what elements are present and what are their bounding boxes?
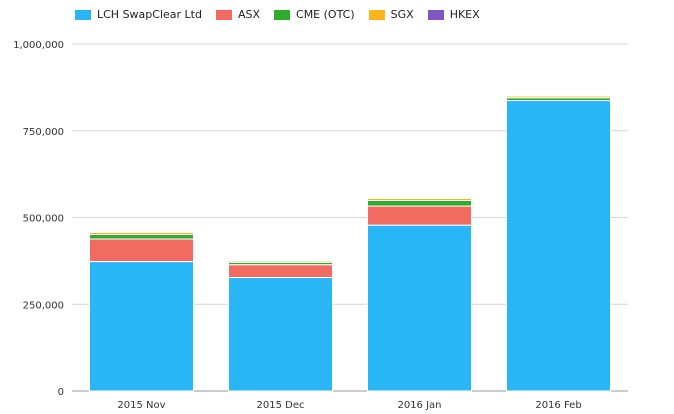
bar-segment xyxy=(506,94,611,97)
chart-legend: LCH SwapClear Ltd ASX CME (OTC) SGX HKEX xyxy=(75,8,494,21)
legend-label: LCH SwapClear Ltd xyxy=(97,8,202,21)
legend-swatch xyxy=(368,9,385,20)
bar-segment xyxy=(228,264,333,279)
y-tick-label: 0 xyxy=(58,387,64,398)
bar-segment xyxy=(89,238,194,263)
x-tick-label: 2015 Nov xyxy=(117,400,165,411)
legend-label: SGX xyxy=(390,8,414,21)
legend-swatch xyxy=(215,9,232,20)
y-tick-label: 750,000 xyxy=(23,127,64,138)
legend-label: HKEX xyxy=(449,8,480,21)
x-tick-label: 2015 Dec xyxy=(257,400,305,411)
bar-segment xyxy=(228,259,333,262)
bar-segment xyxy=(367,197,472,199)
y-tick-label: 250,000 xyxy=(23,300,64,311)
x-tick-label: 2016 Jan xyxy=(397,400,441,411)
legend-item[interactable]: ASX xyxy=(215,8,261,21)
legend-swatch xyxy=(75,9,91,20)
bar-segment xyxy=(89,231,194,233)
legend-item[interactable]: HKEX xyxy=(427,8,480,21)
bar-segment xyxy=(228,277,333,392)
legend-swatch xyxy=(427,9,444,20)
legend-label: ASX xyxy=(237,8,261,21)
legend-label: CME (OTC) xyxy=(296,8,355,21)
legend-item[interactable]: CME (OTC) xyxy=(274,8,355,21)
y-tick-label: 1,000,000 xyxy=(13,40,64,51)
bar-segment xyxy=(506,100,611,392)
bar-segment xyxy=(89,234,194,240)
legend-item[interactable]: SGX xyxy=(368,8,414,21)
bar-segment xyxy=(367,199,472,207)
bar-segment xyxy=(367,205,472,226)
y-tick-label: 500,000 xyxy=(23,214,64,225)
legend-swatch xyxy=(274,9,291,20)
legend-item[interactable]: LCH SwapClear Ltd xyxy=(75,8,202,21)
x-tick-label: 2016 Feb xyxy=(535,400,581,411)
bar-segment xyxy=(89,261,194,392)
bar-segment xyxy=(367,224,472,392)
